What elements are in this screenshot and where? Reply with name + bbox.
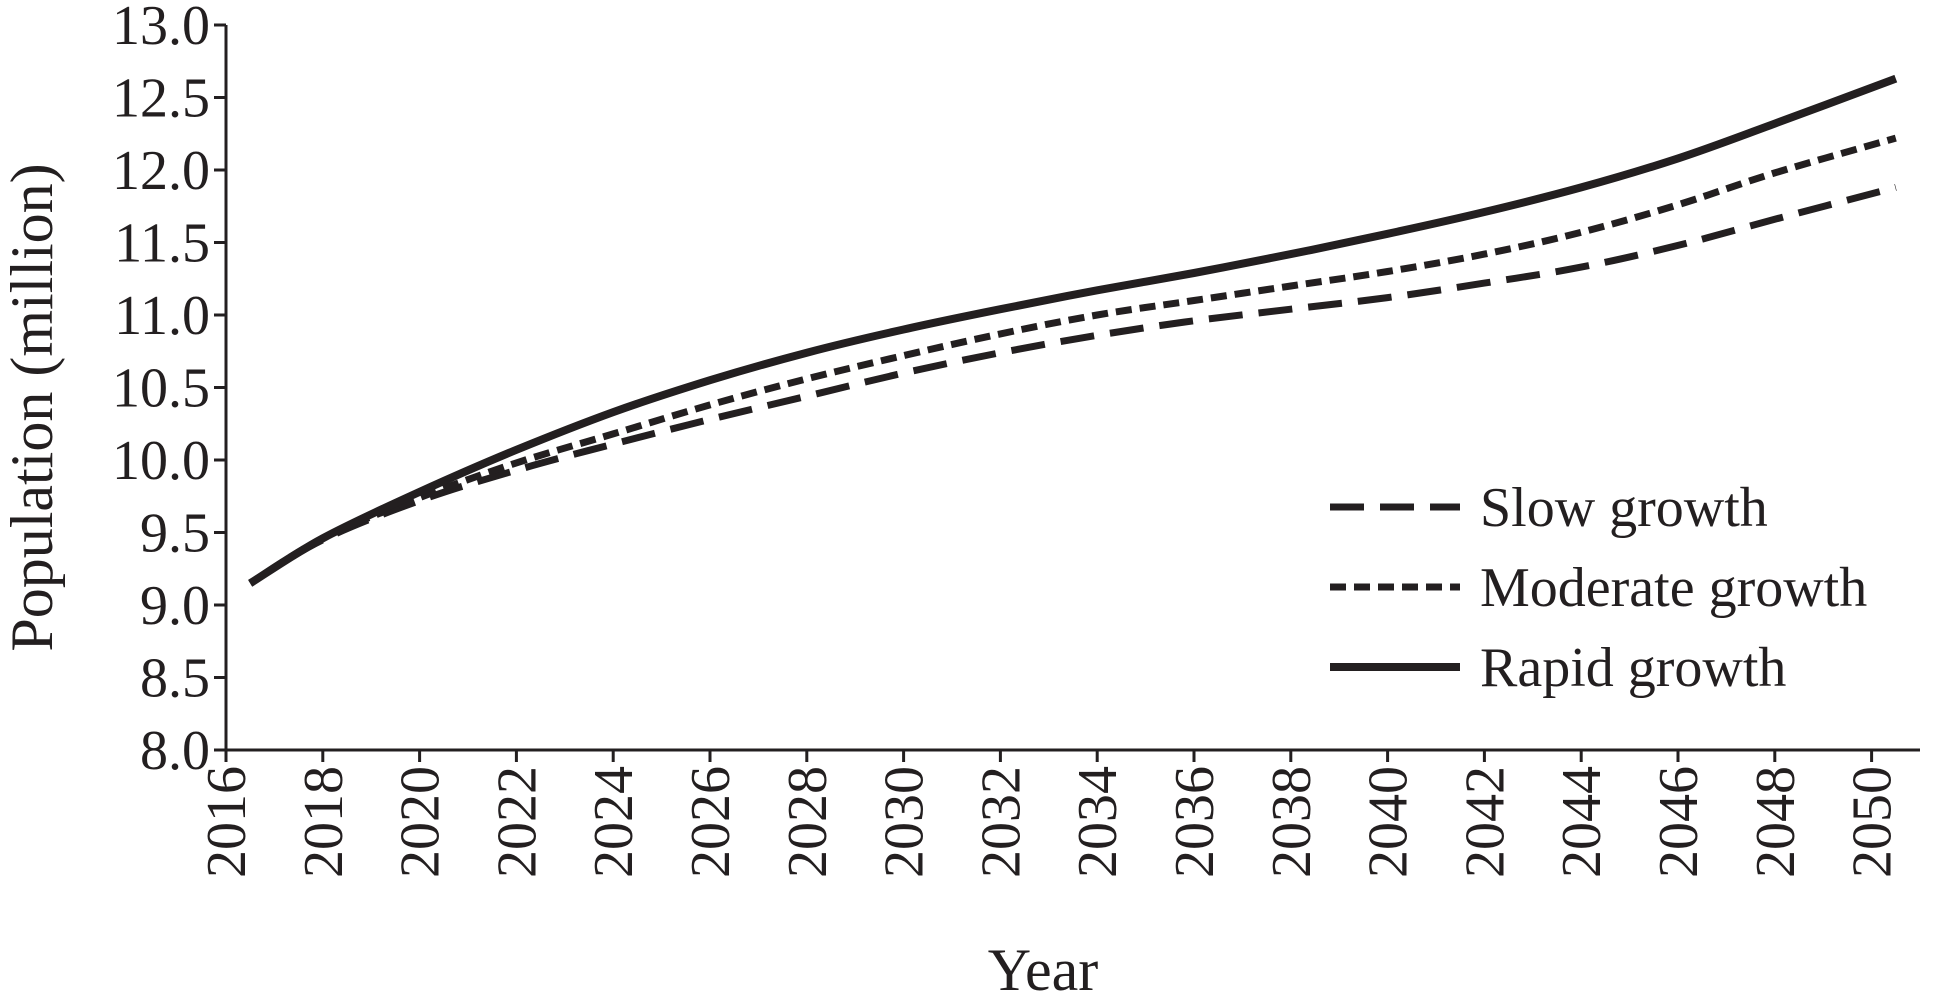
x-tick-label: 2016 bbox=[196, 766, 258, 878]
y-tick-label: 9.0 bbox=[140, 575, 210, 637]
legend: Slow growth Moderate growth Rapid growth bbox=[1330, 477, 1867, 699]
y-tick-label: 12.0 bbox=[112, 140, 210, 202]
y-tick-label: 9.5 bbox=[140, 503, 210, 565]
x-tick-label: 2040 bbox=[1358, 766, 1420, 878]
x-tick-label: 2030 bbox=[874, 766, 936, 878]
x-tick-label: 2036 bbox=[1164, 766, 1226, 878]
legend-label-moderate-growth: Moderate growth bbox=[1480, 557, 1867, 619]
y-tick-label: 11.5 bbox=[114, 213, 210, 275]
x-tick-label: 2022 bbox=[486, 766, 548, 878]
y-tick-label: 11.0 bbox=[114, 285, 210, 347]
y-axis-title: Population (million) bbox=[0, 163, 65, 651]
x-tick-label: 2034 bbox=[1067, 766, 1129, 878]
x-tick-label: 2032 bbox=[970, 766, 1032, 878]
y-tick-label: 12.5 bbox=[112, 68, 210, 130]
series-line-slow-growth bbox=[248, 184, 1897, 587]
y-tick-label: 10.5 bbox=[112, 358, 210, 420]
x-tick-label: 2038 bbox=[1261, 766, 1323, 878]
x-tick-label: 2048 bbox=[1745, 766, 1807, 878]
legend-label-slow-growth: Slow growth bbox=[1480, 477, 1768, 539]
x-axis-title: Year bbox=[988, 937, 1099, 996]
series-line-rapid-growth bbox=[248, 74, 1898, 587]
y-tick-label: 8.5 bbox=[140, 648, 210, 710]
y-tick-label: 13.0 bbox=[112, 0, 210, 57]
x-tick-label: 2018 bbox=[293, 766, 355, 878]
series-line-moderate-growth bbox=[248, 134, 1897, 587]
x-tick-label: 2024 bbox=[583, 766, 645, 878]
x-tick-label: 2050 bbox=[1842, 766, 1904, 878]
series-lines bbox=[248, 74, 1898, 587]
x-ticks: 2016 2018 2020 2022 2024 2026 2028 2030 2032 2034… bbox=[196, 750, 1904, 878]
x-tick-label: 2044 bbox=[1551, 766, 1613, 878]
y-tick-label: 8.0 bbox=[140, 720, 210, 782]
x-tick-label: 2028 bbox=[777, 766, 839, 878]
x-tick-label: 2020 bbox=[390, 766, 452, 878]
y-tick-label: 10.0 bbox=[112, 430, 210, 492]
y-ticks: 8.0 8.5 9.0 9.5 10.0 10.5 11.0 11.5 12.0 12.5 13.0 bbox=[112, 0, 226, 782]
x-tick-label: 2042 bbox=[1454, 766, 1516, 878]
x-tick-label: 2026 bbox=[680, 766, 742, 878]
legend-label-rapid-growth: Rapid growth bbox=[1480, 637, 1786, 699]
x-tick-label: 2046 bbox=[1648, 766, 1710, 878]
